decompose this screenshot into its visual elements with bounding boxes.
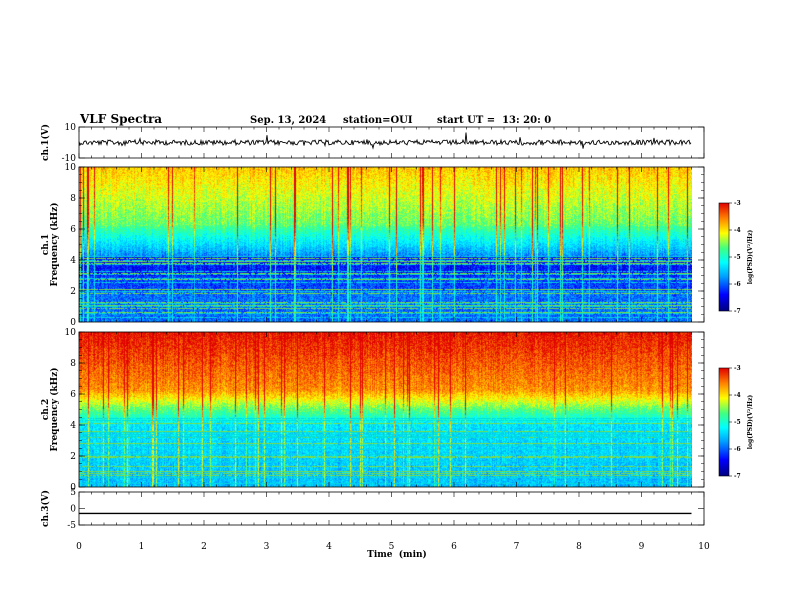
colorbar-tick-label: -7 <box>734 473 741 480</box>
y-tick-label: -5 <box>67 521 76 531</box>
y-tick-label: 10 <box>65 163 77 173</box>
date-label: Sep. 13, 2024 <box>250 115 326 126</box>
ch1-heatmap <box>79 167 692 322</box>
start-time-label: start UT = 13: 20: 0 <box>437 115 551 126</box>
colorbar-tick-label: -5 <box>734 419 741 426</box>
colorbar-tick-label: -4 <box>734 392 741 399</box>
y-tick-label: 4 <box>70 421 76 431</box>
x-tick-label: 0 <box>76 542 82 552</box>
y-tick-label: 10 <box>65 328 77 338</box>
colorbar-label: log(PSD)(V²/Hz) <box>747 230 754 285</box>
y-tick-label: 0 <box>70 483 76 493</box>
x-tick-label: 9 <box>639 542 645 552</box>
ch2-heatmap <box>79 332 692 487</box>
station-label: station=OUI <box>343 115 413 126</box>
y-tick-label: 4 <box>70 256 76 266</box>
figure-title: VLF Spectra <box>79 112 162 126</box>
colorbar-tick-label: -3 <box>734 365 741 372</box>
x-tick-label: 6 <box>451 542 457 552</box>
y-tick-label: 10 <box>65 123 77 133</box>
ch1-colorbar <box>718 202 730 312</box>
x-tick-label: 8 <box>576 542 582 552</box>
ch1-waveform-panel: 10 -10 ch.1(V) <box>40 123 705 164</box>
x-tick-label: 3 <box>264 542 270 552</box>
colorbar-tick-label: -5 <box>734 254 741 261</box>
x-tick-label: 7 <box>514 542 520 552</box>
ch3-waveform-panel: 5 0 -5 ch.3(V) 0 1 2 3 4 5 6 7 8 9 10 <box>40 488 710 552</box>
y-axis-label: Frequency (kHz) <box>49 367 60 451</box>
x-tick-label: 5 <box>389 542 395 552</box>
ch1-spectrogram-panel: 0 2 4 6 8 10 ch.1 Frequency (kHz) <box>41 163 705 328</box>
y-axis-label: ch.1(V) <box>40 124 51 161</box>
ch2-spectrogram-panel: 0 2 4 6 8 10 ch.2 Frequency (kHz) <box>41 328 705 493</box>
x-axis-label: Time (min) <box>367 549 427 560</box>
y-tick-label: -10 <box>62 154 77 164</box>
ch1-trace <box>78 132 692 150</box>
y-tick-label: 0 <box>70 505 76 515</box>
y-tick-label: 2 <box>70 452 76 462</box>
y-axis-label: Frequency (kHz) <box>49 202 60 286</box>
y-axis-label: ch.3(V) <box>40 490 51 527</box>
colorbar-tick-label: -4 <box>734 227 741 234</box>
x-tick-label: 10 <box>698 542 710 552</box>
y-axis-label: ch.2 <box>41 399 51 420</box>
colorbar-tick-label: -6 <box>734 281 741 288</box>
y-tick-label: 6 <box>70 225 76 235</box>
ch2-colorbar <box>718 367 730 477</box>
x-tick-label: 4 <box>326 542 332 552</box>
x-tick-label: 2 <box>201 542 207 552</box>
y-axis-label: ch.1 <box>41 234 51 255</box>
x-tick-label: 1 <box>139 542 145 552</box>
colorbar-tick-label: -3 <box>734 200 741 207</box>
colorbar-label: log(PSD)(V²/Hz) <box>747 395 754 450</box>
y-tick-label: 6 <box>70 390 76 400</box>
y-tick-label: 5 <box>70 488 76 498</box>
y-tick-label: 0 <box>70 318 76 328</box>
colorbar-tick-label: -7 <box>734 308 741 315</box>
y-tick-label: 8 <box>70 194 76 204</box>
y-tick-label: 8 <box>70 359 76 369</box>
colorbar-tick-label: -6 <box>734 446 741 453</box>
y-tick-label: 2 <box>70 287 76 297</box>
